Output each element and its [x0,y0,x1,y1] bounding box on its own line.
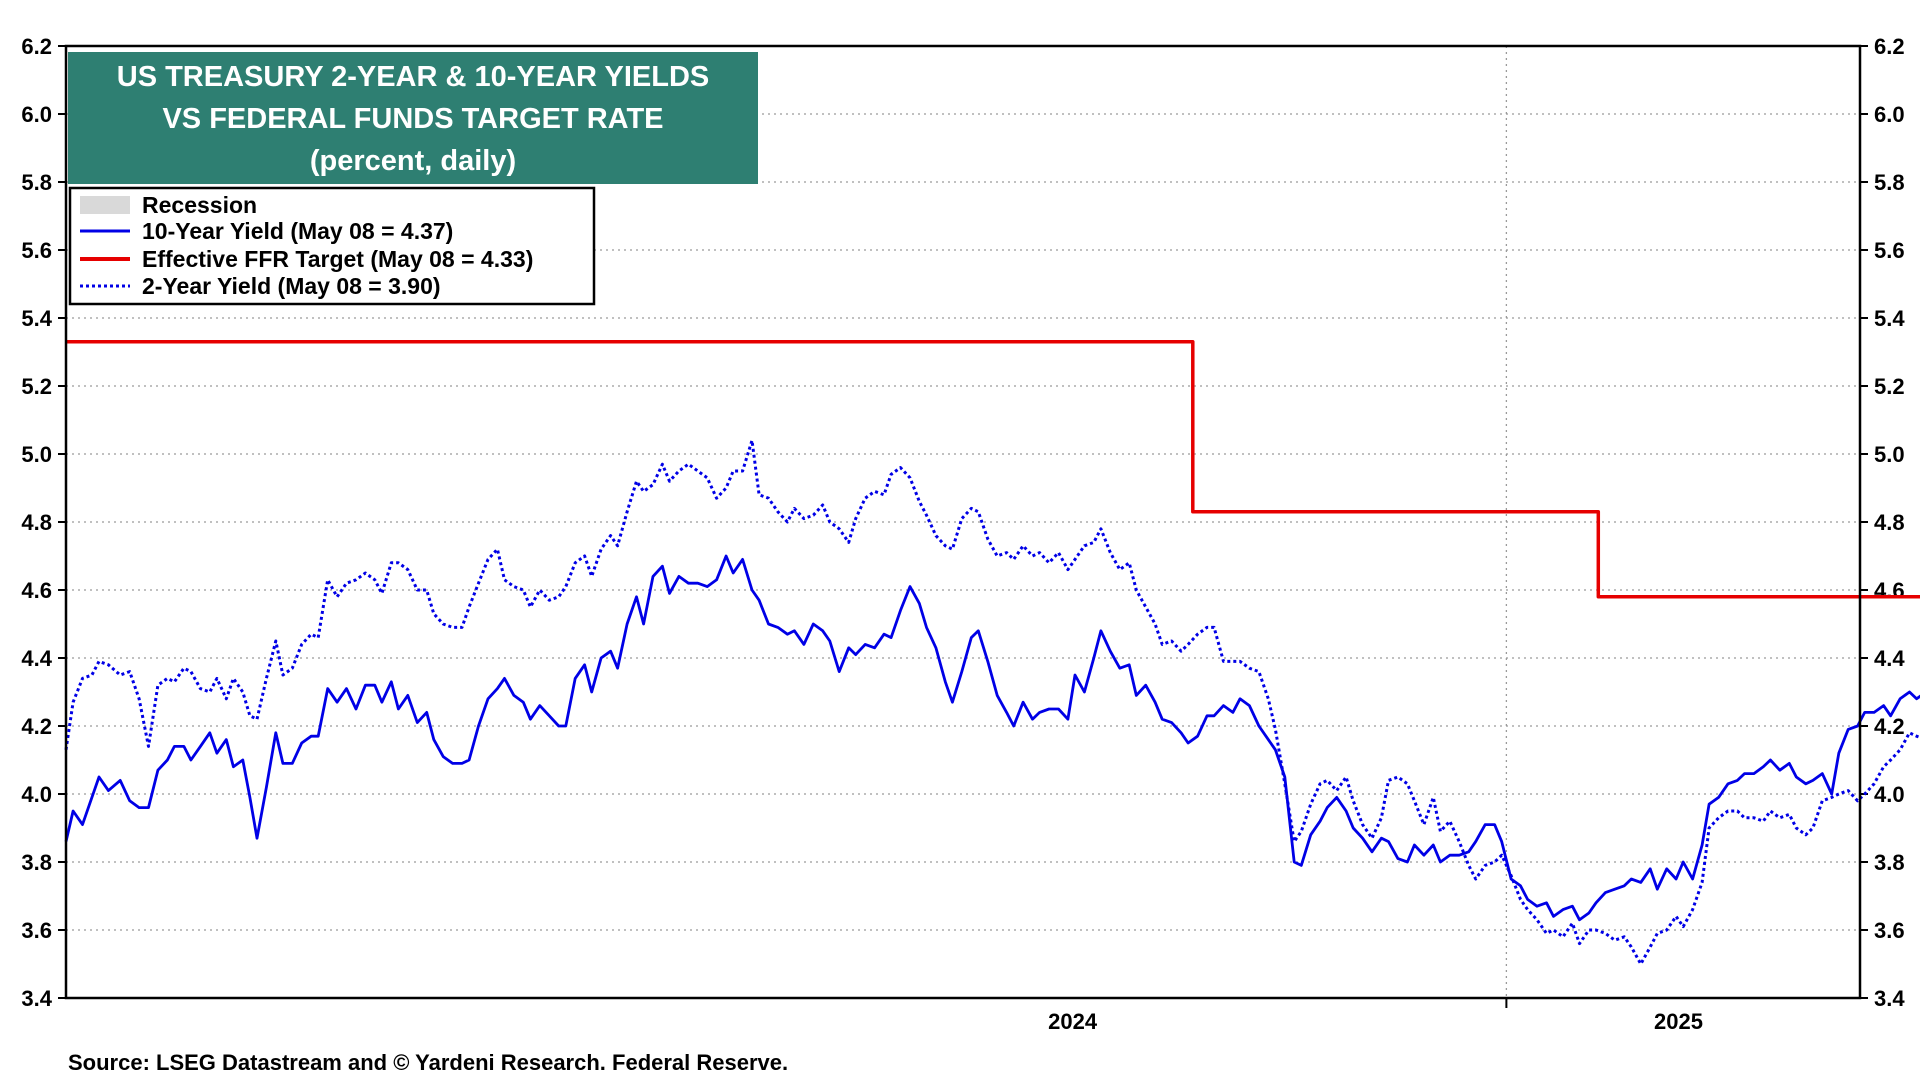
x-tick-label: 2024 [1048,1009,1098,1034]
y-tick-label-left: 4.6 [21,578,52,603]
y-tick-label-right: 5.4 [1874,306,1905,331]
series-line-2-year-yield [64,438,1920,966]
y-tick-label-right: 5.6 [1874,238,1905,263]
x-axis: 2024 2025 [1048,1009,1703,1034]
series-line-10-year-yield [64,554,1920,922]
y-tick-label-left: 4.0 [21,782,52,807]
chart-title-box: US TREASURY 2-YEAR & 10-YEAR YIELDS VS F… [68,52,758,184]
y-tick-label-left: 5.2 [21,374,52,399]
y-axis-left: 6.2 6.0 5.8 5.6 5.4 5.2 5.0 4.8 4.6 4.4 4.2 4.0 3.8 3… [21,34,66,1011]
y-tick-label-right: 3.8 [1874,850,1905,875]
y-tick-label-left: 4.8 [21,510,52,535]
chart-subtitle-line-1: VS FEDERAL FUNDS TARGET RATE [162,103,663,135]
y-tick-label-right: 6.2 [1874,34,1905,59]
series-layer [64,340,1920,966]
y-tick-label-left: 5.4 [21,306,52,331]
y-tick-label-left: 5.6 [21,238,52,263]
y-tick-label-right: 5.8 [1874,170,1905,195]
y-tick-label-left: 3.4 [21,986,52,1011]
y-tick-label-right: 5.0 [1874,442,1905,467]
y-tick-label-right: 4.0 [1874,782,1905,807]
y-tick-label-right: 6.0 [1874,102,1905,127]
y-tick-label-left: 4.4 [21,646,52,671]
y-tick-label-right: 4.8 [1874,510,1905,535]
y-tick-label-left: 6.0 [21,102,52,127]
y-tick-label-right: 4.4 [1874,646,1905,671]
y-axis-right: 6.2 6.0 5.8 5.6 5.4 5.2 5.0 4.8 4.6 4.4 4.2 4.0 3.8 3… [1860,34,1905,1011]
y-tick-label-left: 6.2 [21,34,52,59]
y-tick-label-left: 4.2 [21,714,52,739]
y-tick-label-left: 5.0 [21,442,52,467]
legend: Recession 10-Year Yield (May 08 = 4.37) … [68,186,596,306]
legend-swatch-recession [80,196,130,214]
source-note: Source: LSEG Datastream and © Yardeni Re… [68,1050,789,1075]
y-tick-label-right: 5.2 [1874,374,1905,399]
y-tick-label-right: 3.6 [1874,918,1905,943]
y-tick-label-left: 5.8 [21,170,52,195]
gridlines [66,46,1860,1008]
legend-label-10y: 10-Year Yield (May 08 = 4.37) [142,218,453,244]
series-line-effective-ffr-target [66,340,1920,599]
y-tick-label-right: 4.2 [1874,714,1905,739]
legend-label-2y: 2-Year Yield (May 08 = 3.90) [142,273,441,299]
chart-title: US TREASURY 2-YEAR & 10-YEAR YIELDS [117,61,710,93]
y-tick-label-left: 3.6 [21,918,52,943]
y-tick-label-right: 3.4 [1874,986,1905,1011]
legend-label-recession: Recession [142,192,257,218]
legend-label-ffr: Effective FFR Target (May 08 = 4.33) [142,246,533,272]
plot-frame [64,44,1862,1000]
chart-subtitle-line-2: (percent, daily) [310,145,516,177]
y-tick-label-right: 4.6 [1874,578,1905,603]
y-tick-label-left: 3.8 [21,850,52,875]
x-tick-label: 2025 [1654,1009,1703,1034]
